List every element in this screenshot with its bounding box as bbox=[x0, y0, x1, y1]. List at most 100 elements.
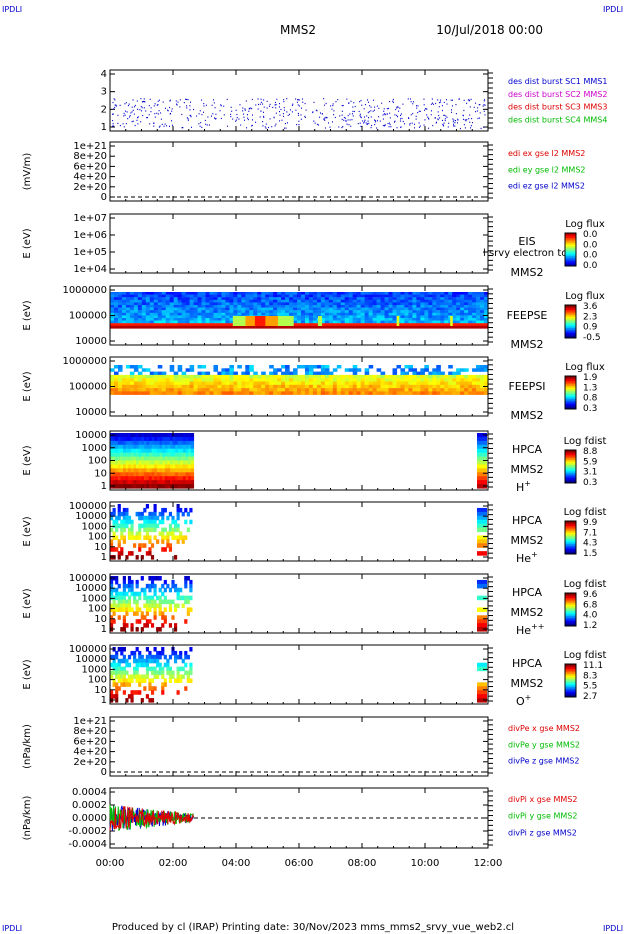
colorbar-cell bbox=[565, 469, 576, 472]
burst-mark bbox=[387, 122, 389, 125]
spectrogram-cell bbox=[245, 388, 250, 392]
spectrogram-cell bbox=[175, 484, 179, 489]
spectrogram-cell bbox=[176, 690, 180, 695]
spectrogram-cell bbox=[281, 381, 286, 385]
burst-mark bbox=[131, 106, 133, 108]
burst-mark bbox=[455, 103, 457, 106]
spectrogram-cell bbox=[148, 599, 152, 605]
spectrogram-cell bbox=[130, 480, 135, 485]
colorbar-cell bbox=[565, 534, 576, 537]
spectrogram-cell bbox=[180, 472, 184, 477]
spectrogram-cell bbox=[477, 623, 487, 628]
spectrogram-cell bbox=[133, 690, 137, 695]
spectrogram-cell bbox=[229, 381, 234, 385]
spectrogram-cell bbox=[143, 595, 147, 601]
spectrogram-cell bbox=[168, 543, 173, 548]
y-axis-label: E (eV) bbox=[22, 588, 33, 618]
spectrogram-cell bbox=[117, 305, 123, 308]
spectrogram-cell bbox=[136, 464, 140, 469]
burst-mark bbox=[205, 123, 207, 125]
burst-mark bbox=[312, 111, 314, 114]
spectrogram-cell bbox=[396, 312, 402, 316]
spectrogram-enhancement bbox=[317, 316, 323, 326]
spectrogram-cell bbox=[440, 305, 445, 308]
burst-mark bbox=[244, 109, 246, 111]
spectrogram-cell bbox=[388, 302, 394, 306]
burst-mark bbox=[243, 116, 245, 118]
spectrogram-cell bbox=[460, 294, 465, 298]
spectrogram-cell bbox=[185, 325, 191, 329]
burst-mark bbox=[281, 119, 283, 121]
burst-mark bbox=[442, 123, 444, 126]
spectrogram-cell bbox=[143, 527, 147, 533]
spectrogram-cell bbox=[172, 448, 176, 454]
spectrogram-cell bbox=[217, 315, 223, 319]
spectrogram-cell bbox=[293, 294, 298, 298]
spectrogram-cell bbox=[480, 315, 485, 319]
colorbar-cell bbox=[565, 458, 576, 461]
spectrogram-cell bbox=[189, 583, 193, 589]
spectrogram-cell bbox=[380, 381, 386, 385]
spectrogram-cell bbox=[122, 674, 126, 680]
spectrogram-cell bbox=[420, 310, 425, 313]
spectrogram-cell bbox=[169, 444, 174, 450]
spectrogram-cell bbox=[320, 318, 326, 321]
spectrogram-cell bbox=[213, 292, 219, 295]
spectrogram-cell bbox=[257, 299, 262, 303]
burst-mark bbox=[286, 111, 288, 113]
spectrogram-cell bbox=[151, 444, 155, 450]
spectrogram-cell bbox=[153, 384, 159, 389]
spectrogram-cell bbox=[167, 464, 171, 469]
spectrogram-cell bbox=[169, 365, 175, 369]
spectrogram-cell bbox=[141, 384, 147, 389]
spectrogram-cell bbox=[444, 302, 449, 306]
burst-mark bbox=[190, 114, 192, 117]
spectrogram-cell bbox=[436, 384, 441, 389]
spectrogram-cell bbox=[249, 305, 254, 308]
spectrogram-cell bbox=[150, 519, 155, 525]
spectrogram-cell bbox=[135, 674, 139, 680]
colorbar-cell bbox=[565, 682, 576, 685]
burst-mark bbox=[297, 99, 299, 101]
burst-mark bbox=[376, 127, 378, 129]
spectrogram-cell bbox=[189, 323, 195, 326]
spectrogram-cell bbox=[133, 484, 137, 489]
spectrogram-cell bbox=[185, 476, 189, 481]
burst-mark bbox=[126, 111, 128, 113]
colorbar-cell bbox=[565, 476, 576, 479]
spectrogram-cell bbox=[408, 302, 413, 306]
spectrogram-cell bbox=[388, 307, 394, 311]
spectrogram-cell bbox=[480, 323, 485, 326]
colorbar-cell bbox=[565, 542, 576, 545]
burst-mark bbox=[132, 99, 134, 101]
spectrogram-cell bbox=[193, 302, 199, 306]
spectrogram-cell bbox=[165, 378, 171, 382]
spectrogram-cell bbox=[400, 378, 406, 382]
spectrogram-cell bbox=[205, 307, 211, 311]
spectrogram-cell bbox=[356, 325, 362, 329]
burst-mark bbox=[341, 118, 343, 120]
spectrogram-cell bbox=[320, 323, 326, 326]
spectrogram-cell bbox=[122, 607, 126, 612]
spectrogram-cell bbox=[201, 384, 207, 389]
colorbar-cell bbox=[565, 461, 576, 464]
colorbar-cell bbox=[565, 309, 576, 313]
spectrogram-cell bbox=[117, 472, 122, 477]
spectrogram-cell bbox=[416, 297, 421, 300]
spectrogram-cell bbox=[185, 305, 191, 308]
burst-mark bbox=[283, 109, 285, 111]
spectrogram-cell bbox=[316, 297, 322, 300]
spectrogram-cell bbox=[364, 299, 370, 303]
spectrogram-cell bbox=[477, 583, 487, 589]
spectrogram-cell bbox=[348, 302, 354, 306]
spectrogram-cell bbox=[297, 391, 302, 395]
burst-mark bbox=[169, 100, 171, 102]
spectrogram-cell bbox=[408, 299, 413, 303]
spectrogram-cell bbox=[460, 325, 465, 329]
spectrogram-cell bbox=[352, 368, 358, 372]
burst-mark bbox=[484, 104, 486, 106]
spectrogram-cell bbox=[221, 310, 226, 313]
y-tick-label: 0.0002 bbox=[72, 800, 107, 811]
spectrogram-cell bbox=[169, 292, 175, 295]
